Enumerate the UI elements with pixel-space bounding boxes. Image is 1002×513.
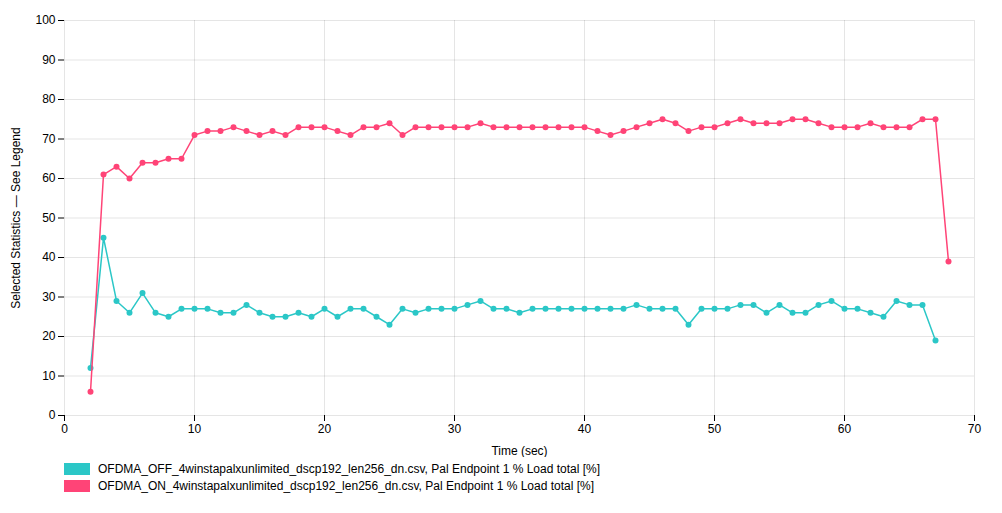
svg-text:40: 40 (42, 250, 56, 264)
svg-text:70: 70 (42, 132, 56, 146)
svg-text:Selected Statistics — See Lege: Selected Statistics — See Legend (9, 127, 23, 308)
svg-text:60: 60 (838, 422, 852, 436)
svg-text:60: 60 (42, 171, 56, 185)
svg-text:50: 50 (708, 422, 722, 436)
svg-text:10: 10 (42, 369, 56, 383)
svg-text:20: 20 (318, 422, 332, 436)
svg-text:20: 20 (42, 329, 56, 343)
svg-text:100: 100 (35, 13, 55, 27)
svg-text:30: 30 (448, 422, 462, 436)
svg-text:90: 90 (42, 53, 56, 67)
html-text:OFDMA_ON_4winstapalxunlimited_: OFDMA_ON_4winstapalxunlimited_dscp192_le… (98, 479, 595, 493)
svg-text:70: 70 (968, 422, 982, 436)
svg-text:40: 40 (578, 422, 592, 436)
svg-text:Time (sec): Time (sec) (491, 444, 547, 458)
svg-text:50: 50 (42, 211, 56, 225)
svg-text:0: 0 (61, 422, 68, 436)
svg-text:10: 10 (188, 422, 202, 436)
svg-text:0: 0 (49, 408, 56, 422)
html-text:OFDMA_OFF_4winstapalxunlimited: OFDMA_OFF_4winstapalxunlimited_dscp192_l… (98, 462, 601, 476)
svg-text:30: 30 (42, 290, 56, 304)
svg-text:80: 80 (42, 92, 56, 106)
